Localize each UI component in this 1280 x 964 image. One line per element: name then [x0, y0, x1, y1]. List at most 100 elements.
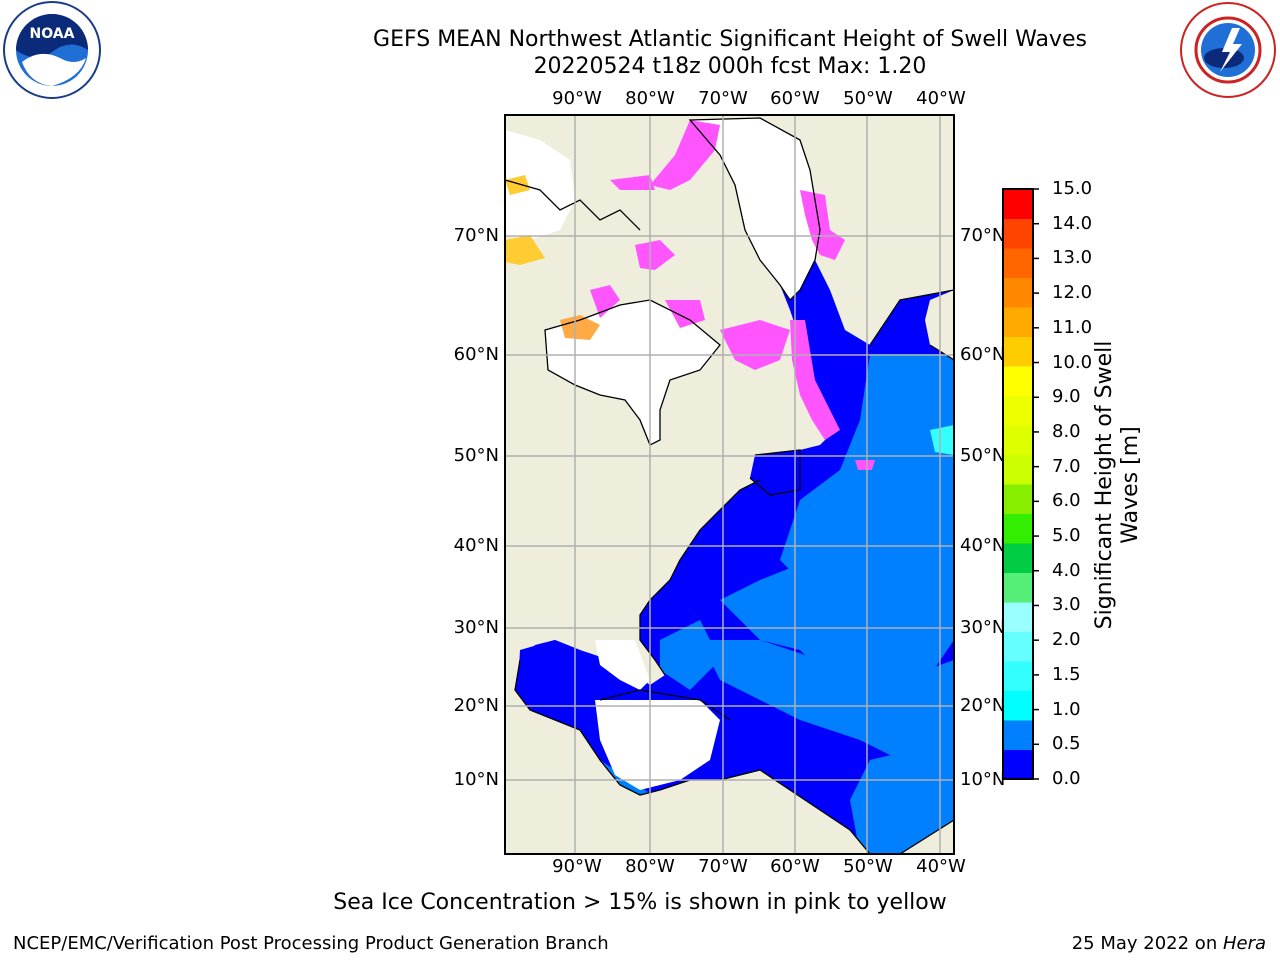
colorbar-tick-label: 2.0 [1052, 629, 1081, 651]
colorbar-tick-label: 12.0 [1052, 282, 1093, 304]
colorbar-tick-label: 11.0 [1052, 316, 1093, 338]
colorbar-band [1003, 454, 1033, 485]
lat-label-left: 10°N [453, 769, 499, 790]
colorbar-band [1003, 336, 1033, 367]
colorbar-label: Significant Height of Swell Waves [m] [1092, 325, 1144, 645]
lat-label-right: 50°N [960, 445, 1006, 466]
lon-label-bottom: 80°W [625, 856, 675, 877]
colorbar-tick-label: 1.0 [1052, 698, 1081, 720]
colorbar-tick-label: 15.0 [1052, 178, 1093, 199]
lon-label-bottom: 90°W [552, 856, 602, 877]
colorbar-band [1003, 277, 1033, 308]
lon-label-top: 90°W [552, 88, 602, 109]
colorbar-band [1003, 543, 1033, 573]
colorbar-band [1003, 513, 1033, 544]
lat-label-right: 70°N [960, 225, 1006, 246]
colorbar-band [1003, 248, 1033, 278]
national-weather-service-logo [1176, 0, 1280, 104]
colorbar-band [1003, 189, 1033, 219]
colorbar-band [1003, 425, 1033, 455]
lon-label-top: 40°W [916, 88, 966, 109]
lat-label-right: 30°N [960, 617, 1006, 638]
colorbar-tick-label: 7.0 [1052, 455, 1081, 477]
lon-label-bottom: 60°W [770, 856, 820, 877]
swell-region [720, 470, 954, 700]
colorbar-tick-label: 10.0 [1052, 351, 1093, 373]
greenland-white [690, 118, 820, 300]
lat-label-right: 20°N [960, 695, 1006, 716]
lon-label-top: 80°W [625, 88, 675, 109]
svg-text:NOAA: NOAA [30, 26, 75, 42]
colorbar-band [1003, 720, 1033, 750]
central-america-white [595, 700, 720, 790]
sea-ice [800, 190, 845, 260]
florida-white [595, 640, 650, 690]
sea-ice [720, 320, 790, 370]
sea-ice [790, 320, 840, 440]
noaa-logo: NOAA [0, 0, 104, 104]
lat-label-left: 60°N [453, 344, 499, 365]
colorbar-tick-label: 3.0 [1052, 594, 1081, 616]
colorbar-band [1003, 307, 1033, 337]
colorbar-tick-label: 9.0 [1052, 386, 1081, 408]
sea-ice [505, 175, 530, 195]
colorbar-band [1003, 218, 1033, 249]
arctic-white [505, 130, 575, 240]
colorbar-band [1003, 572, 1033, 603]
colorbar-tick-label: 0.5 [1052, 733, 1081, 755]
lat-label-right: 40°N [960, 535, 1006, 556]
colorbar-tick-label: 0.0 [1052, 768, 1081, 789]
sea-ice [635, 240, 675, 270]
sea-ice [650, 120, 720, 190]
sea-ice [590, 285, 620, 318]
colorbar-band [1003, 690, 1033, 721]
lat-label-right: 60°N [960, 344, 1006, 365]
colorbar-label-line1: Significant Height of Swell [1092, 340, 1117, 630]
map-title: GEFS MEAN Northwest Atlantic Significant… [373, 27, 1087, 52]
colorbar-band [1003, 484, 1033, 514]
lat-label-right: 10°N [960, 769, 1006, 790]
colorbar-band [1003, 749, 1033, 780]
footer-credit: NCEP/EMC/Verification Post Processing Pr… [13, 933, 609, 954]
lat-label-left: 70°N [453, 225, 499, 246]
colorbar-tick-label: 13.0 [1052, 247, 1093, 269]
map-frame [504, 114, 955, 855]
sea-ice [665, 300, 705, 328]
footer-date-text: 25 May 2022 on [1071, 933, 1223, 954]
graticule [505, 115, 954, 854]
footer-host: Hera [1222, 933, 1266, 954]
lon-label-bottom: 50°W [843, 856, 893, 877]
swell-region [850, 740, 954, 854]
footer-date: 25 May 2022 on Hera [1072, 933, 1266, 954]
colorbar-band [1003, 631, 1033, 662]
swell-region [930, 425, 954, 455]
gulf-stream-north [750, 450, 800, 495]
colorbar-band [1003, 366, 1033, 396]
colorbar-frame [1002, 188, 1034, 780]
colorbar-band [1003, 661, 1033, 691]
lat-label-left: 50°N [453, 445, 499, 466]
lon-label-bottom: 40°W [916, 856, 966, 877]
sea-ice-note: Sea Ice Concentration > 15% is shown in … [333, 890, 947, 915]
colorbar-band [1003, 395, 1033, 426]
caribbean [720, 720, 795, 780]
swell-region [660, 620, 720, 690]
lon-label-bottom: 70°W [698, 856, 748, 877]
colorbar-tick-label: 8.0 [1052, 420, 1081, 442]
lat-label-left: 20°N [453, 695, 499, 716]
colorbar-tick-label: 6.0 [1052, 490, 1081, 512]
lat-label-left: 40°N [453, 535, 499, 556]
colorbar [1002, 188, 1039, 780]
lat-label-left: 30°N [453, 617, 499, 638]
map-subtitle: 20220524 t18z 000h fcst Max: 1.20 [533, 54, 927, 79]
sea-ice [610, 175, 655, 190]
lon-label-top: 50°W [843, 88, 893, 109]
colorbar-tick-label: 14.0 [1052, 212, 1093, 234]
sea-ice [855, 460, 875, 470]
lon-label-top: 70°W [698, 88, 748, 109]
sea-ice [505, 235, 545, 265]
sea-ice [560, 315, 600, 340]
swell-region [700, 640, 954, 780]
colorbar-tick-label: 4.0 [1052, 559, 1081, 581]
